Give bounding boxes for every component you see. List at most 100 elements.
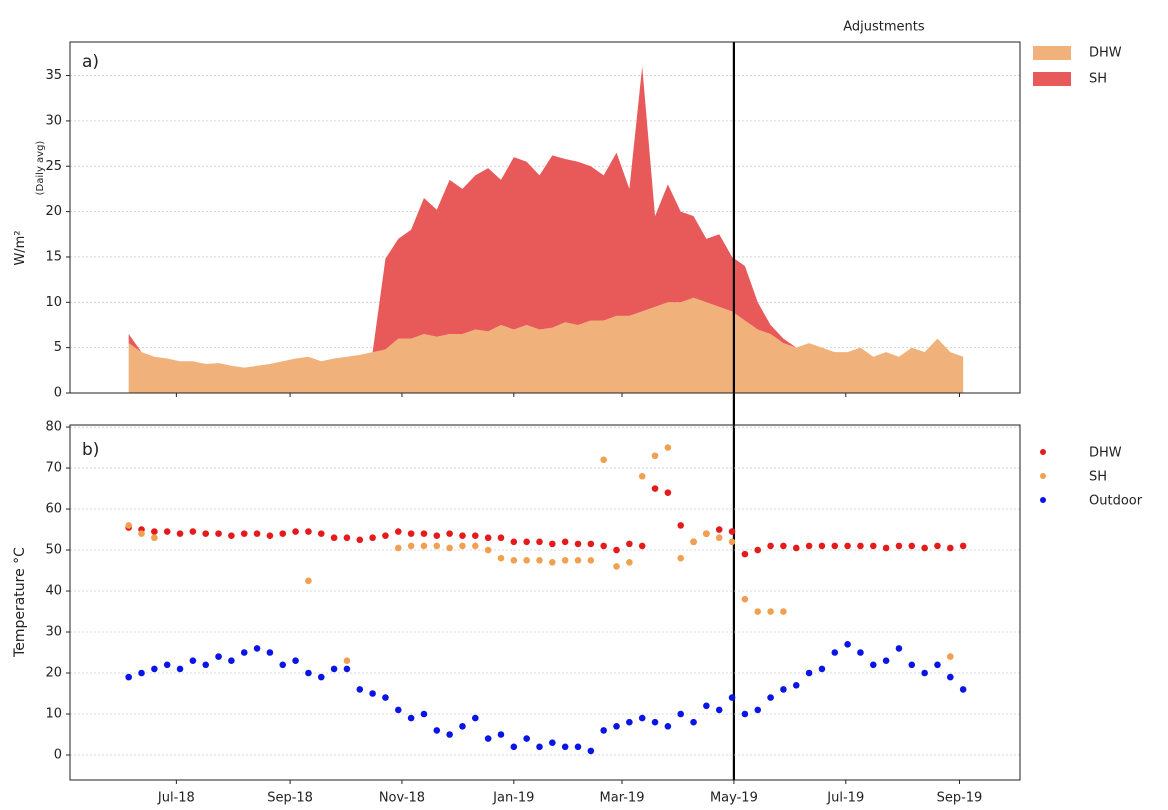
point bbox=[279, 530, 287, 537]
point bbox=[651, 452, 659, 460]
point bbox=[677, 554, 685, 562]
point bbox=[741, 550, 749, 558]
point bbox=[613, 722, 620, 730]
point bbox=[715, 526, 723, 533]
point bbox=[831, 542, 839, 550]
point bbox=[690, 538, 697, 546]
point bbox=[561, 538, 569, 546]
point bbox=[844, 641, 851, 648]
point bbox=[536, 556, 543, 564]
point bbox=[600, 727, 607, 734]
panel-label: a) bbox=[82, 52, 99, 72]
point bbox=[459, 532, 466, 539]
point bbox=[638, 472, 646, 480]
point bbox=[934, 542, 941, 550]
annotation-text: Adjustments bbox=[843, 20, 925, 35]
point bbox=[882, 657, 890, 665]
point bbox=[549, 540, 556, 548]
point bbox=[151, 528, 158, 535]
point bbox=[343, 665, 351, 673]
point bbox=[561, 743, 569, 751]
point bbox=[138, 669, 145, 677]
point bbox=[818, 542, 826, 550]
legend-label: SH bbox=[1089, 72, 1107, 87]
x-tick-label: Jan-19 bbox=[492, 791, 534, 806]
point bbox=[472, 714, 479, 722]
point bbox=[163, 661, 171, 669]
legend-label: Outdoor bbox=[1089, 494, 1143, 509]
point bbox=[484, 534, 492, 542]
area bbox=[128, 297, 964, 393]
point bbox=[664, 722, 672, 730]
point bbox=[728, 538, 736, 546]
point bbox=[613, 563, 620, 570]
point bbox=[176, 665, 184, 673]
point bbox=[613, 546, 620, 554]
point bbox=[330, 534, 338, 542]
x-tick-label: Sep-19 bbox=[937, 791, 983, 806]
point bbox=[446, 731, 453, 738]
point bbox=[484, 735, 492, 742]
point bbox=[844, 542, 851, 550]
panel-label: b) bbox=[82, 440, 99, 460]
point bbox=[947, 544, 954, 552]
point bbox=[446, 544, 453, 552]
y-tick-label: 10 bbox=[45, 707, 62, 722]
point bbox=[433, 727, 441, 734]
point bbox=[728, 694, 736, 701]
point bbox=[305, 577, 312, 585]
point bbox=[895, 542, 903, 550]
point bbox=[780, 686, 787, 693]
point bbox=[330, 665, 338, 673]
point bbox=[510, 556, 518, 564]
point bbox=[459, 722, 466, 730]
point bbox=[587, 747, 595, 755]
point bbox=[279, 661, 287, 669]
legend-marker bbox=[1040, 473, 1046, 479]
point bbox=[356, 536, 364, 544]
point bbox=[754, 706, 762, 714]
point bbox=[664, 489, 672, 496]
point bbox=[869, 542, 877, 550]
point bbox=[780, 608, 787, 615]
point bbox=[549, 559, 556, 566]
point bbox=[497, 554, 505, 562]
point bbox=[574, 743, 582, 751]
point bbox=[510, 538, 518, 546]
point bbox=[638, 542, 646, 550]
point bbox=[947, 673, 954, 681]
point bbox=[420, 530, 428, 537]
point bbox=[151, 534, 158, 542]
point bbox=[587, 540, 595, 548]
legend-marker bbox=[1040, 497, 1046, 503]
point bbox=[882, 544, 890, 552]
point bbox=[394, 706, 402, 714]
point bbox=[305, 528, 312, 535]
point bbox=[857, 649, 864, 656]
point bbox=[472, 532, 479, 539]
point bbox=[934, 661, 941, 669]
point bbox=[292, 528, 299, 535]
point bbox=[163, 528, 171, 535]
point bbox=[959, 542, 967, 550]
point bbox=[305, 669, 312, 677]
point bbox=[266, 649, 274, 656]
legend-label: DHW bbox=[1089, 446, 1122, 461]
point bbox=[921, 669, 928, 677]
point bbox=[343, 657, 351, 665]
point bbox=[767, 694, 774, 701]
y-tick-label: 80 bbox=[45, 420, 62, 435]
point bbox=[536, 538, 543, 546]
point bbox=[767, 608, 774, 615]
y-tick-label: 15 bbox=[45, 249, 62, 264]
y-tick-label: 10 bbox=[45, 295, 62, 310]
point bbox=[253, 530, 261, 537]
y-axis-note: (Daily avg) bbox=[35, 141, 46, 196]
point bbox=[895, 645, 903, 652]
legend-marker bbox=[1040, 449, 1046, 455]
point bbox=[407, 530, 415, 537]
point bbox=[125, 673, 132, 681]
point bbox=[202, 530, 210, 537]
point bbox=[240, 649, 248, 656]
